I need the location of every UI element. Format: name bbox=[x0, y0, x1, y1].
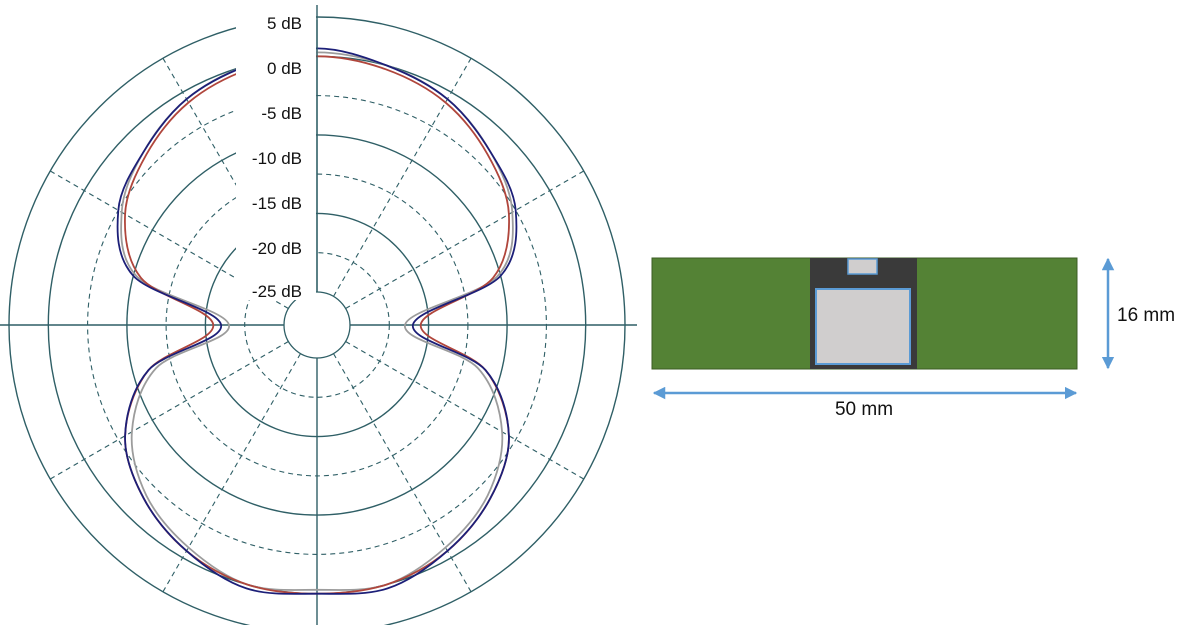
ring-label: -20 dB bbox=[252, 239, 302, 258]
polar-spoke-dashed bbox=[50, 341, 289, 480]
ring-label: -10 dB bbox=[252, 149, 302, 168]
module-large-component bbox=[815, 288, 911, 365]
ring-label: -15 dB bbox=[252, 194, 302, 213]
ring-label: 0 dB bbox=[267, 59, 302, 78]
polar-spoke-dashed bbox=[162, 353, 301, 592]
ring-labels: 5 dB 0 dB -5 dB -10 dB -15 dB -20 dB -25… bbox=[252, 14, 302, 301]
polar-spoke-dashed bbox=[333, 353, 472, 592]
polar-trace bbox=[120, 51, 514, 591]
device-diagram: 16 mm 50 mm bbox=[651, 257, 1175, 420]
polar-trace bbox=[116, 47, 518, 595]
ring-label: -25 dB bbox=[252, 282, 302, 301]
polar-radiation-plot: 5 dB 0 dB -5 dB -10 dB -15 dB -20 dB -25… bbox=[0, 5, 637, 625]
polar-traces bbox=[116, 47, 518, 595]
polar-grid bbox=[0, 5, 637, 625]
polar-spoke-dashed bbox=[333, 58, 472, 297]
ring-label: 5 dB bbox=[267, 14, 302, 33]
module-small-component bbox=[847, 258, 878, 275]
polar-spoke-dashed bbox=[345, 341, 584, 480]
ring-label: -5 dB bbox=[261, 104, 302, 123]
polar-spoke-dashed bbox=[345, 170, 584, 309]
height-dimension-label: 16 mm bbox=[1117, 305, 1175, 326]
ring-label-backdrop bbox=[236, 8, 316, 300]
polar-center-circle bbox=[283, 291, 351, 359]
width-dimension-label: 50 mm bbox=[835, 399, 893, 420]
